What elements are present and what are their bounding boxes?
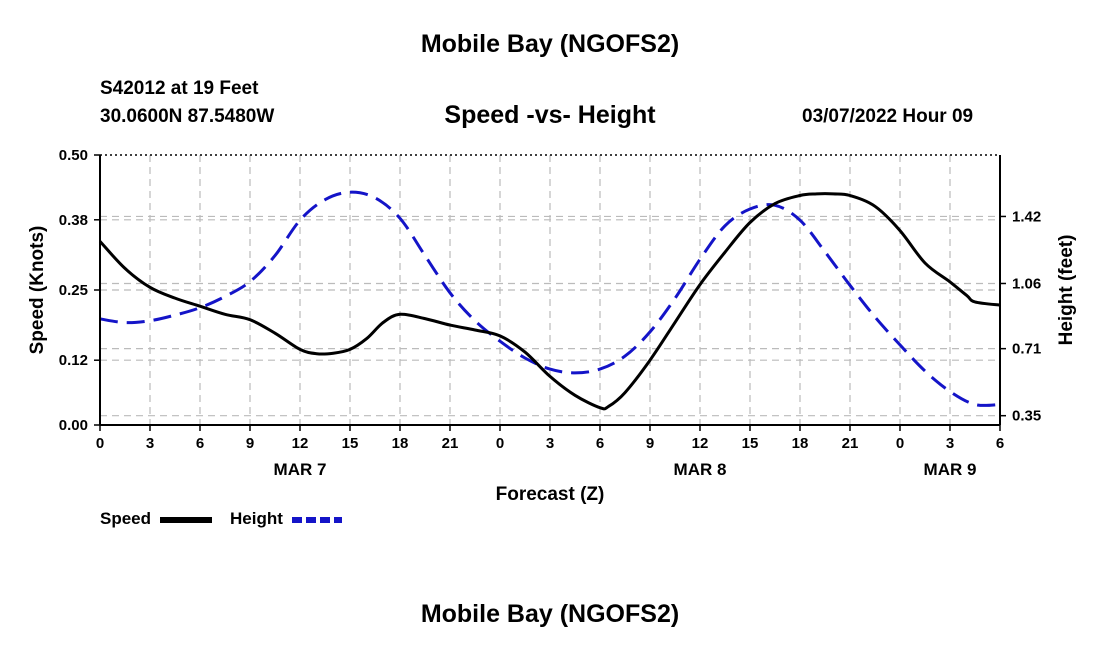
x-axis-title: Forecast (Z) xyxy=(496,484,605,505)
chart-title: Mobile Bay (NGOFS2) xyxy=(420,30,680,58)
series-layer xyxy=(98,190,1001,411)
y-tick-label: 0.38 xyxy=(59,212,88,229)
y-tick-label: 0.12 xyxy=(59,352,88,369)
x-tick-label: 9 xyxy=(246,435,254,452)
x-tick-label: 18 xyxy=(392,435,409,452)
station-label: S42012 at 19 Feet xyxy=(100,78,259,99)
x-tick-label: 3 xyxy=(946,435,954,452)
y-tick-label: 0.25 xyxy=(59,282,88,299)
x-tick-label: 21 xyxy=(442,435,459,452)
legend-speed-label: Speed xyxy=(100,509,152,528)
y-tick-label: 0.00 xyxy=(59,417,88,434)
x-tick-label: 3 xyxy=(546,435,554,452)
tick-labels: 0 3 6 9 12 15 18 21 0 3 6 9 12 15 18 21 0 3 6 0.50 0.38 0.25 0… xyxy=(27,147,1077,523)
y2-axis-title: Height (feet) xyxy=(1056,235,1077,346)
date-label: MAR 8 xyxy=(674,460,727,479)
x-tick-label: 18 xyxy=(792,435,809,452)
forecast-datetime: 03/07/2022 Hour 09 xyxy=(802,106,974,127)
grid-lines xyxy=(100,155,1000,425)
y-tick-label: 0.50 xyxy=(59,147,88,164)
y-axis-title: Speed (Knots) xyxy=(27,226,48,355)
x-tick-label: 9 xyxy=(646,435,654,452)
date-label: MAR 9 xyxy=(924,460,977,479)
x-tick-label: 0 xyxy=(496,435,504,452)
x-tick-label: 15 xyxy=(742,435,759,452)
height-series-line xyxy=(99,190,1001,407)
speed-series-line xyxy=(98,192,1001,411)
date-label: MAR 7 xyxy=(274,460,327,479)
chart-subtitle: Speed -vs- Height xyxy=(444,101,656,129)
chart-title-repeat: Mobile Bay (NGOFS2) xyxy=(420,600,680,628)
x-tick-label: 6 xyxy=(996,435,1004,452)
y2-tick-label: 0.35 xyxy=(1012,408,1041,425)
legend-height-label: Height xyxy=(230,509,283,528)
y2-tick-label: 1.42 xyxy=(1012,208,1041,225)
x-tick-label: 0 xyxy=(96,435,104,452)
x-tick-label: 6 xyxy=(596,435,604,452)
x-tick-label: 12 xyxy=(292,435,309,452)
coordinates-label: 30.0600N 87.5480W xyxy=(100,106,275,127)
x-tick-label: 6 xyxy=(196,435,204,452)
y2-tick-label: 1.06 xyxy=(1012,275,1041,292)
x-tick-label: 21 xyxy=(842,435,859,452)
x-tick-label: 12 xyxy=(692,435,709,452)
x-tick-label: 0 xyxy=(896,435,904,452)
x-tick-label: 3 xyxy=(146,435,154,452)
x-tick-label: 15 xyxy=(342,435,359,452)
y2-tick-label: 0.71 xyxy=(1012,341,1041,358)
axes xyxy=(94,154,1006,431)
